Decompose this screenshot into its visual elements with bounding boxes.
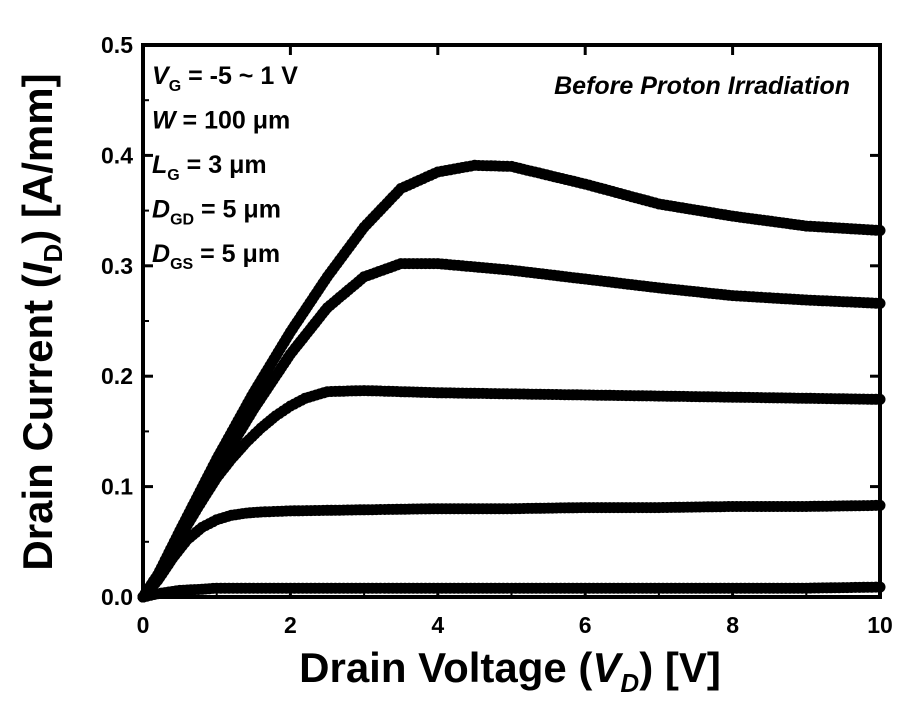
x-tick-label: 0 (137, 612, 150, 638)
y-axis-title-main: Drain Current ( (14, 274, 61, 570)
condition-var: D (152, 240, 170, 268)
y-axis-title-var: I (14, 261, 61, 274)
condition-line: VG = -5 ~ 1 V (152, 62, 298, 95)
condition-sub: GD (170, 212, 194, 229)
series-layer (137, 159, 886, 603)
condition-text: = -5 ~ 1 V (181, 62, 298, 90)
condition-line: DGS = 5 μm (152, 240, 280, 273)
series-0 (137, 581, 886, 603)
condition-var: L (152, 151, 167, 179)
ticks-layer: 0 2 4 6 8 10 0.0 0.1 0.2 0.3 0.4 0.5 (101, 32, 893, 638)
x-axis-title-var: V (592, 644, 623, 691)
y-tick-label: 0.0 (101, 584, 133, 610)
condition-text: = 5 μm (194, 196, 281, 224)
condition-line: LG = 3 μm (152, 151, 267, 184)
condition-sub: G (167, 167, 179, 184)
condition-var: V (152, 62, 171, 90)
series-3 (137, 258, 886, 603)
y-axis-title-sub: D (38, 244, 68, 263)
y-tick-label: 0.3 (101, 253, 133, 279)
condition-var: D (152, 196, 170, 224)
condition-line: W = 100 μm (152, 107, 290, 135)
series-4 (137, 159, 886, 603)
y-tick-label: 0.4 (101, 142, 133, 168)
y-axis-title: Drain Current (ID) [A/mm] (14, 73, 68, 570)
data-point (874, 297, 886, 309)
condition-text: = 100 μm (176, 107, 291, 135)
data-point (874, 224, 886, 236)
y-tick-label: 0.2 (101, 363, 133, 389)
condition-line: DGD = 5 μm (152, 196, 281, 229)
condition-text: = 3 μm (180, 151, 267, 179)
condition-var: W (152, 107, 178, 135)
condition-sub: G (169, 78, 181, 95)
y-tick-label: 0.5 (101, 32, 133, 58)
x-axis-title: Drain Voltage (VD) [V] (299, 644, 721, 698)
x-tick-label: 8 (726, 612, 739, 638)
x-axis-title-sub: D (620, 668, 639, 698)
x-tick-label: 4 (431, 612, 444, 638)
data-point (874, 499, 886, 511)
chart-title: Before Proton Irradiation (554, 72, 850, 100)
y-axis-title-unit: ) [A/mm] (14, 73, 61, 243)
condition-text: = 5 μm (193, 240, 280, 268)
data-point (874, 393, 886, 405)
condition-sub: GS (170, 256, 193, 273)
y-tick-label: 0.1 (101, 474, 133, 500)
x-tick-label: 6 (579, 612, 592, 638)
x-tick-label: 2 (284, 612, 297, 638)
x-axis-title-unit: ) [V] (639, 644, 721, 691)
x-axis-title-main: Drain Voltage ( (299, 644, 592, 691)
x-tick-label: 10 (867, 612, 893, 638)
